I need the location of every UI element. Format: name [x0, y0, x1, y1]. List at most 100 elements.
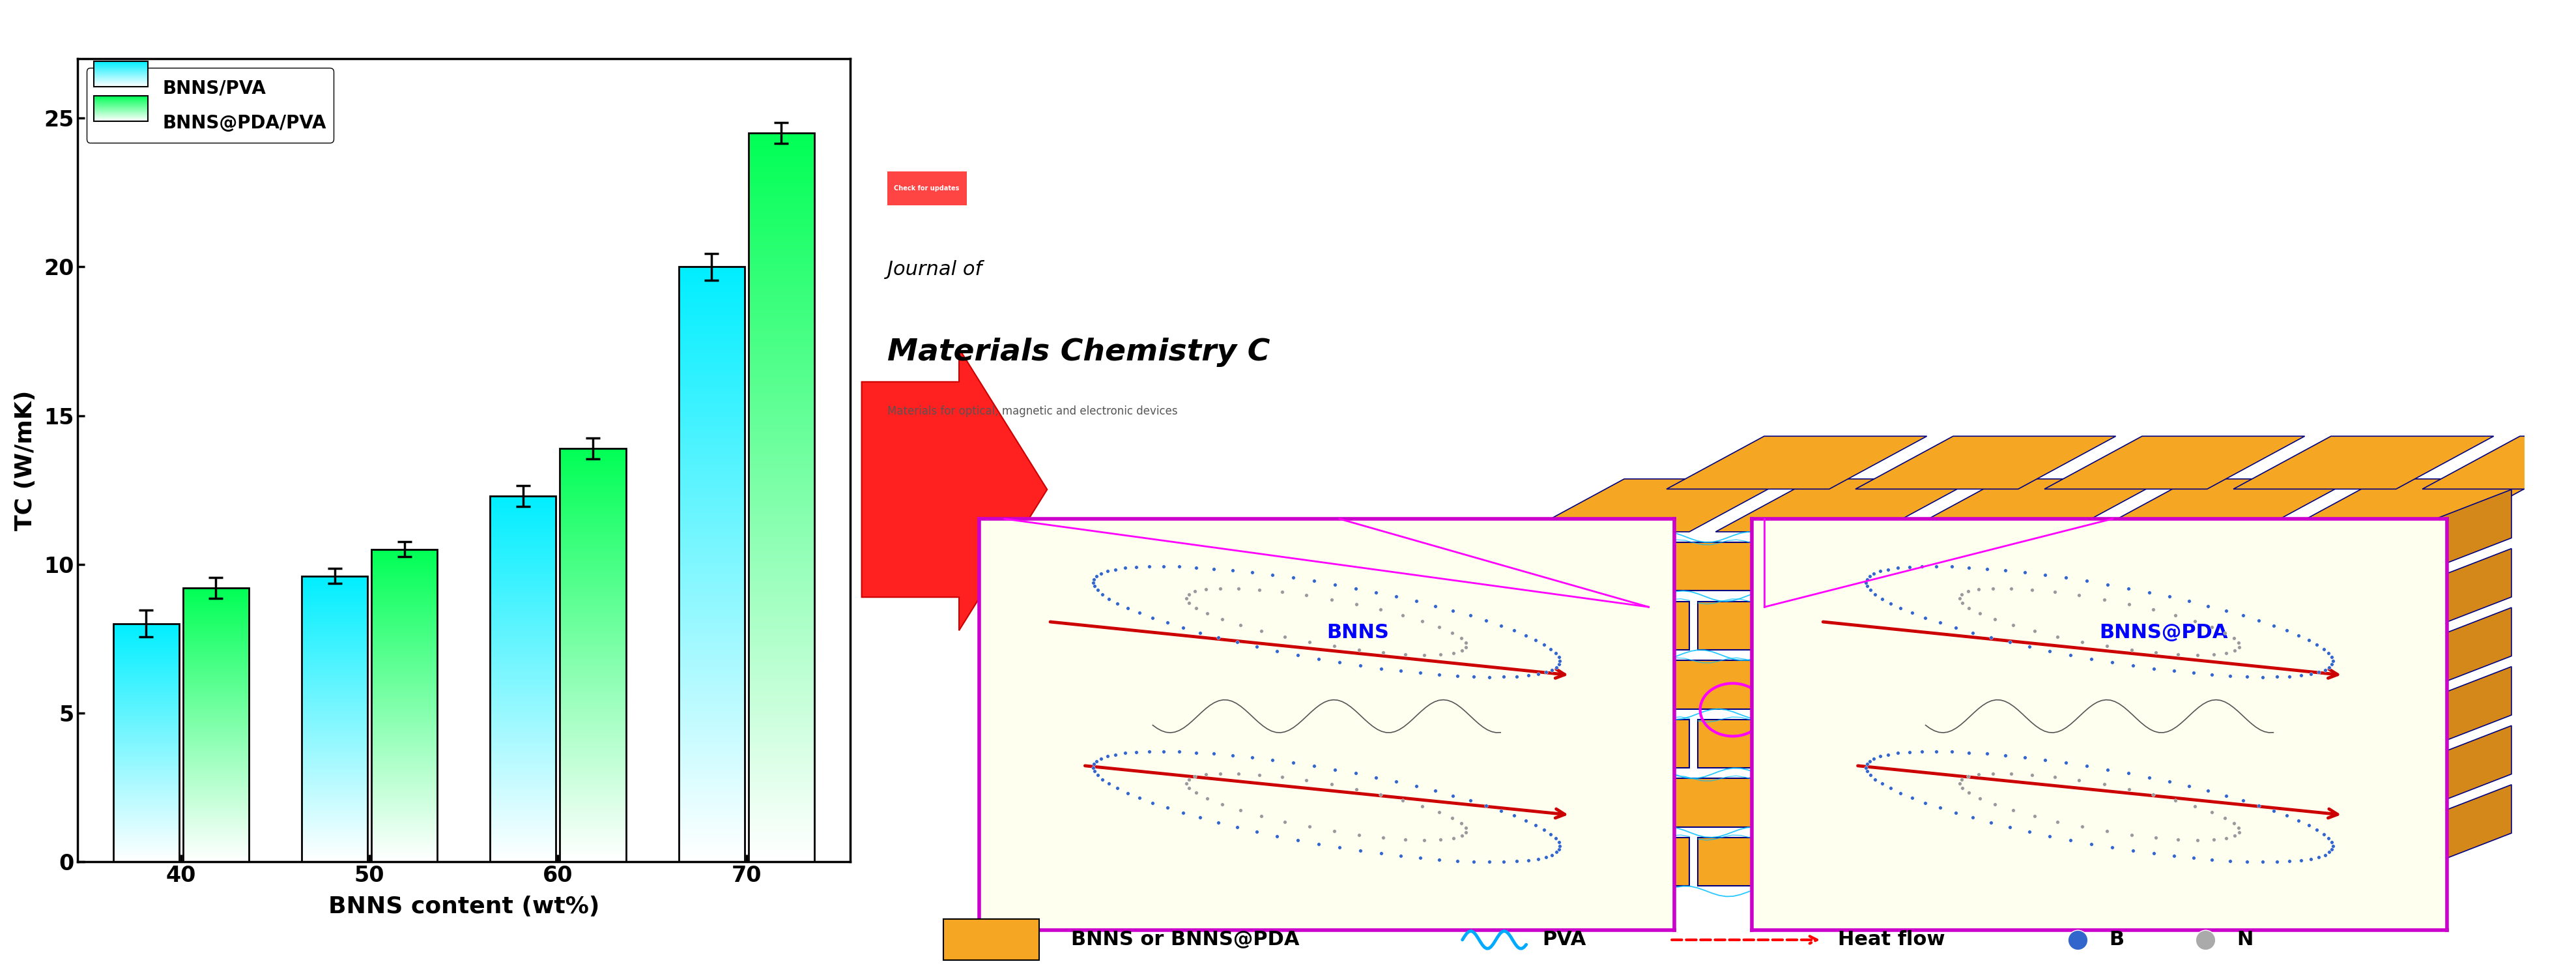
Bar [301, 700, 368, 701]
Bar [489, 580, 556, 582]
Bar [301, 592, 368, 593]
Bar [559, 689, 626, 691]
Bar [677, 844, 744, 846]
Bar [747, 803, 814, 806]
Bar [301, 688, 368, 689]
Bar [677, 786, 744, 788]
Bar [371, 740, 438, 741]
Bar [747, 140, 814, 143]
Bar [747, 325, 814, 327]
Bar [371, 678, 438, 679]
Bar [489, 500, 556, 502]
Bar [371, 667, 438, 668]
Bar [677, 802, 744, 804]
Bar [371, 845, 438, 846]
Bar [747, 578, 814, 580]
Bar [489, 749, 556, 751]
Bar [559, 713, 626, 714]
Bar [489, 613, 556, 614]
Bar [371, 797, 438, 798]
Bar [371, 617, 438, 618]
Bar [301, 729, 368, 730]
Bar [489, 670, 556, 672]
Bar [489, 517, 556, 518]
Bar [371, 645, 438, 646]
Bar [489, 763, 556, 764]
Bar [559, 560, 626, 561]
Bar [301, 805, 368, 806]
Bar [677, 830, 744, 832]
Bar [489, 682, 556, 683]
Bar [677, 677, 744, 679]
Bar [371, 724, 438, 725]
Bar [301, 608, 368, 609]
Bar [559, 774, 626, 776]
Bar [677, 691, 744, 693]
Bar [559, 721, 626, 723]
Bar [301, 615, 368, 616]
Bar [489, 706, 556, 707]
Bar [747, 752, 814, 755]
Bar [559, 675, 626, 676]
Bar [677, 489, 744, 490]
Bar [301, 754, 368, 755]
Bar [371, 683, 438, 684]
Bar [559, 453, 626, 455]
Bar [747, 446, 814, 448]
Bar [301, 589, 368, 590]
Bar [747, 330, 814, 332]
Bar [301, 859, 368, 860]
Bar [559, 551, 626, 553]
Bar [489, 530, 556, 532]
Bar [677, 858, 744, 860]
Bar [747, 218, 814, 220]
Bar [559, 543, 626, 544]
Bar [371, 655, 438, 657]
Bar [677, 322, 744, 324]
Bar [301, 803, 368, 804]
Bar [559, 838, 626, 839]
Bar [301, 733, 368, 734]
Bar [371, 827, 438, 828]
Bar [301, 627, 368, 628]
Bar [747, 307, 814, 310]
Bar [559, 830, 626, 831]
Bar [489, 557, 556, 558]
Bar [747, 616, 814, 619]
Bar [747, 160, 814, 163]
Bar [677, 576, 744, 578]
Bar [371, 859, 438, 860]
Bar [301, 649, 368, 650]
Bar [301, 701, 368, 702]
Bar [747, 468, 814, 471]
Bar [559, 480, 626, 482]
Bar [886, 171, 966, 206]
Bar [371, 616, 438, 617]
Bar [489, 654, 556, 656]
Bar [371, 704, 438, 706]
Bar [677, 854, 744, 856]
Bar [559, 541, 626, 543]
Bar [489, 620, 556, 622]
Bar [559, 632, 626, 634]
Bar [301, 692, 368, 693]
Bar [747, 213, 814, 215]
Bar [559, 631, 626, 632]
Bar [559, 524, 626, 526]
Bar [301, 697, 368, 698]
Bar [2123, 542, 2285, 590]
Bar [489, 797, 556, 798]
Bar [489, 689, 556, 691]
Bar [371, 562, 438, 563]
Bar [559, 670, 626, 672]
Bar [559, 646, 626, 648]
Bar [677, 338, 744, 341]
Polygon shape [2375, 548, 2512, 650]
Bar [747, 310, 814, 312]
Bar [301, 787, 368, 788]
Bar [371, 635, 438, 636]
Bar [489, 762, 556, 763]
Bar [301, 611, 368, 612]
Bar [301, 762, 368, 763]
Bar [301, 831, 368, 832]
